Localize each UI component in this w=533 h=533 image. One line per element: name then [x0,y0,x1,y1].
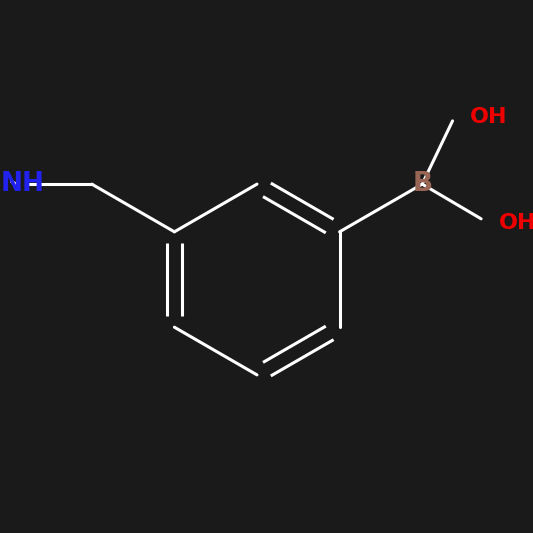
Text: OH: OH [498,213,533,233]
Text: B: B [412,171,432,197]
Text: OH: OH [470,107,507,126]
Text: NH: NH [1,171,44,197]
